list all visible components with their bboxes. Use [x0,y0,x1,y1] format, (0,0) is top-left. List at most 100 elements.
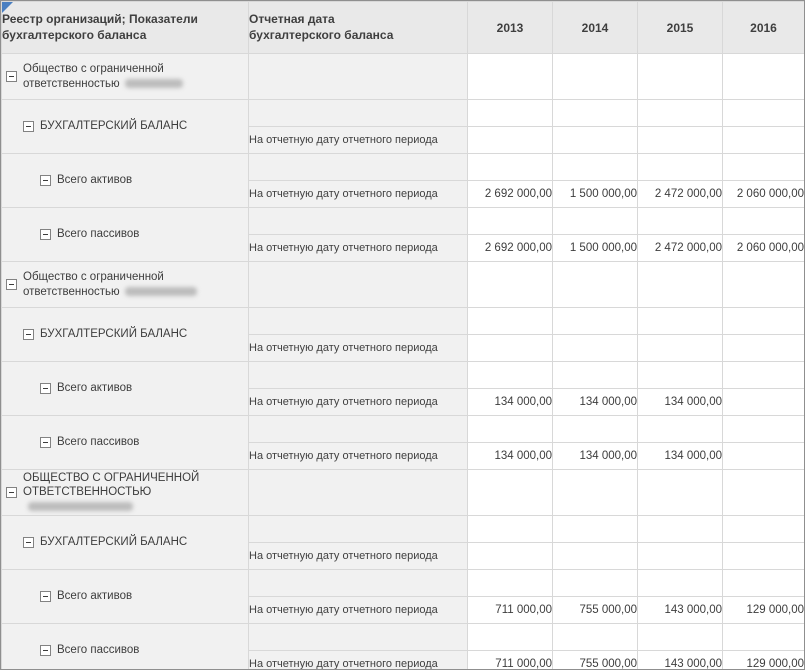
value-cell: 129 000,00 [722,650,804,669]
empty-cell [467,623,553,651]
total-liabilities-label: Всего пассивов [57,644,140,657]
total-liabilities-node-cell[interactable]: Всего пассивов [1,623,249,669]
empty-cell [248,469,468,516]
collapse-icon[interactable] [6,71,17,82]
value-cell: 1 500 000,00 [552,234,638,262]
empty-cell [637,469,723,516]
empty-cell [248,515,468,543]
value-cell: 143 000,00 [637,596,723,624]
empty-cell [552,515,638,543]
value-cell: 134 000,00 [552,442,638,470]
report-date-cell: На отчетную дату отчетного периода [248,442,468,470]
redacted-org-name [124,286,197,296]
report-date-cell: На отчетную дату отчетного периода [248,234,468,262]
collapse-icon[interactable] [40,645,51,656]
org-name: Общество с ограниченной ответственностью [23,271,164,298]
report-date-cell: На отчетную дату отчетного периода [248,650,468,669]
empty-cell [637,569,723,597]
collapse-icon[interactable] [6,279,17,290]
value-cell: 129 000,00 [722,596,804,624]
empty-cell [552,207,638,235]
empty-cell [467,469,553,516]
table-row: Всего активов [1,361,804,416]
empty-cell [248,99,468,127]
header-row: Реестр организаций; Показатели бухгалтер… [1,1,804,54]
collapse-icon[interactable] [23,121,34,132]
empty-cell [467,515,553,543]
empty-cell [552,361,638,389]
org-node-cell[interactable]: Общество с ограниченной ответственностью [1,53,249,100]
empty-cell [552,53,638,100]
value-cell: 755 000,00 [552,596,638,624]
total-assets-node-cell[interactable]: Всего активов [1,361,249,416]
empty-cell [722,99,804,127]
empty-cell [637,261,723,308]
value-cell [722,442,804,470]
empty-cell [248,361,468,389]
collapse-icon[interactable] [40,591,51,602]
report-date-cell: На отчетную дату отчетного периода [248,596,468,624]
org-node-cell[interactable]: ОБЩЕСТВО С ОГРАНИЧЕННОЙ ОТВЕТСТВЕННОСТЬЮ [1,469,249,516]
table-row: БУХГАЛТЕРСКИЙ БАЛАНС [1,99,804,154]
empty-cell [722,153,804,181]
value-cell: 711 000,00 [467,596,553,624]
collapse-icon[interactable] [40,229,51,240]
table-row: БУХГАЛТЕРСКИЙ БАЛАНС [1,515,804,570]
empty-cell [467,334,553,362]
redacted-org-name [28,502,133,512]
empty-cell [467,207,553,235]
collapse-icon[interactable] [40,175,51,186]
empty-cell [637,415,723,443]
empty-cell [552,542,638,570]
collapse-icon[interactable] [23,537,34,548]
empty-cell [467,153,553,181]
balance-sheet-label: БУХГАЛТЕРСКИЙ БАЛАНС [40,536,188,549]
empty-cell [552,307,638,335]
balance-sheet-node-cell[interactable]: БУХГАЛТЕРСКИЙ БАЛАНС [1,307,249,362]
value-cell: 2 060 000,00 [722,180,804,208]
empty-cell [248,415,468,443]
collapse-icon[interactable] [23,329,34,340]
value-cell: 134 000,00 [552,388,638,416]
total-assets-node-cell[interactable]: Всего активов [1,569,249,624]
empty-cell [552,334,638,362]
balance-sheet-node-cell[interactable]: БУХГАЛТЕРСКИЙ БАЛАНС [1,99,249,154]
empty-cell [637,126,723,154]
empty-cell [722,126,804,154]
corner-select-marker [2,2,13,13]
empty-cell [722,569,804,597]
total-liabilities-node-cell[interactable]: Всего пассивов [1,415,249,470]
table-row: На отчетную дату отчетного периода [2,126,804,154]
value-cell: 134 000,00 [637,388,723,416]
collapse-icon[interactable] [40,383,51,394]
empty-cell [637,53,723,100]
empty-cell [637,99,723,127]
org-node-cell[interactable]: Общество с ограниченной ответственностью [1,261,249,308]
table-row: На отчетную дату отчетного периода 2 692… [2,234,804,262]
column-header-report-date: Отчетная дата бухгалтерского баланса [248,1,468,54]
empty-cell [552,623,638,651]
total-liabilities-label: Всего пассивов [57,436,140,449]
total-liabilities-node-cell[interactable]: Всего пассивов [1,207,249,262]
empty-cell [722,469,804,516]
empty-cell [637,307,723,335]
report-date-cell: На отчетную дату отчетного периода [248,180,468,208]
collapse-icon[interactable] [40,437,51,448]
empty-cell [248,307,468,335]
table-row: На отчетную дату отчетного периода 2 692… [2,180,804,208]
value-cell: 2 060 000,00 [722,234,804,262]
empty-cell [552,99,638,127]
collapse-icon[interactable] [6,487,17,498]
table-row: Всего активов [1,153,804,208]
empty-cell [637,334,723,362]
table-row: ОБЩЕСТВО С ОГРАНИЧЕННОЙ ОТВЕТСТВЕННОСТЬЮ [1,469,804,516]
empty-cell [467,53,553,100]
empty-cell [552,153,638,181]
total-assets-node-cell[interactable]: Всего активов [1,153,249,208]
total-liabilities-label: Всего пассивов [57,228,140,241]
empty-cell [637,542,723,570]
empty-cell [552,126,638,154]
balance-sheet-node-cell[interactable]: БУХГАЛТЕРСКИЙ БАЛАНС [1,515,249,570]
table-row: На отчетную дату отчетного периода 711 0… [2,596,804,624]
